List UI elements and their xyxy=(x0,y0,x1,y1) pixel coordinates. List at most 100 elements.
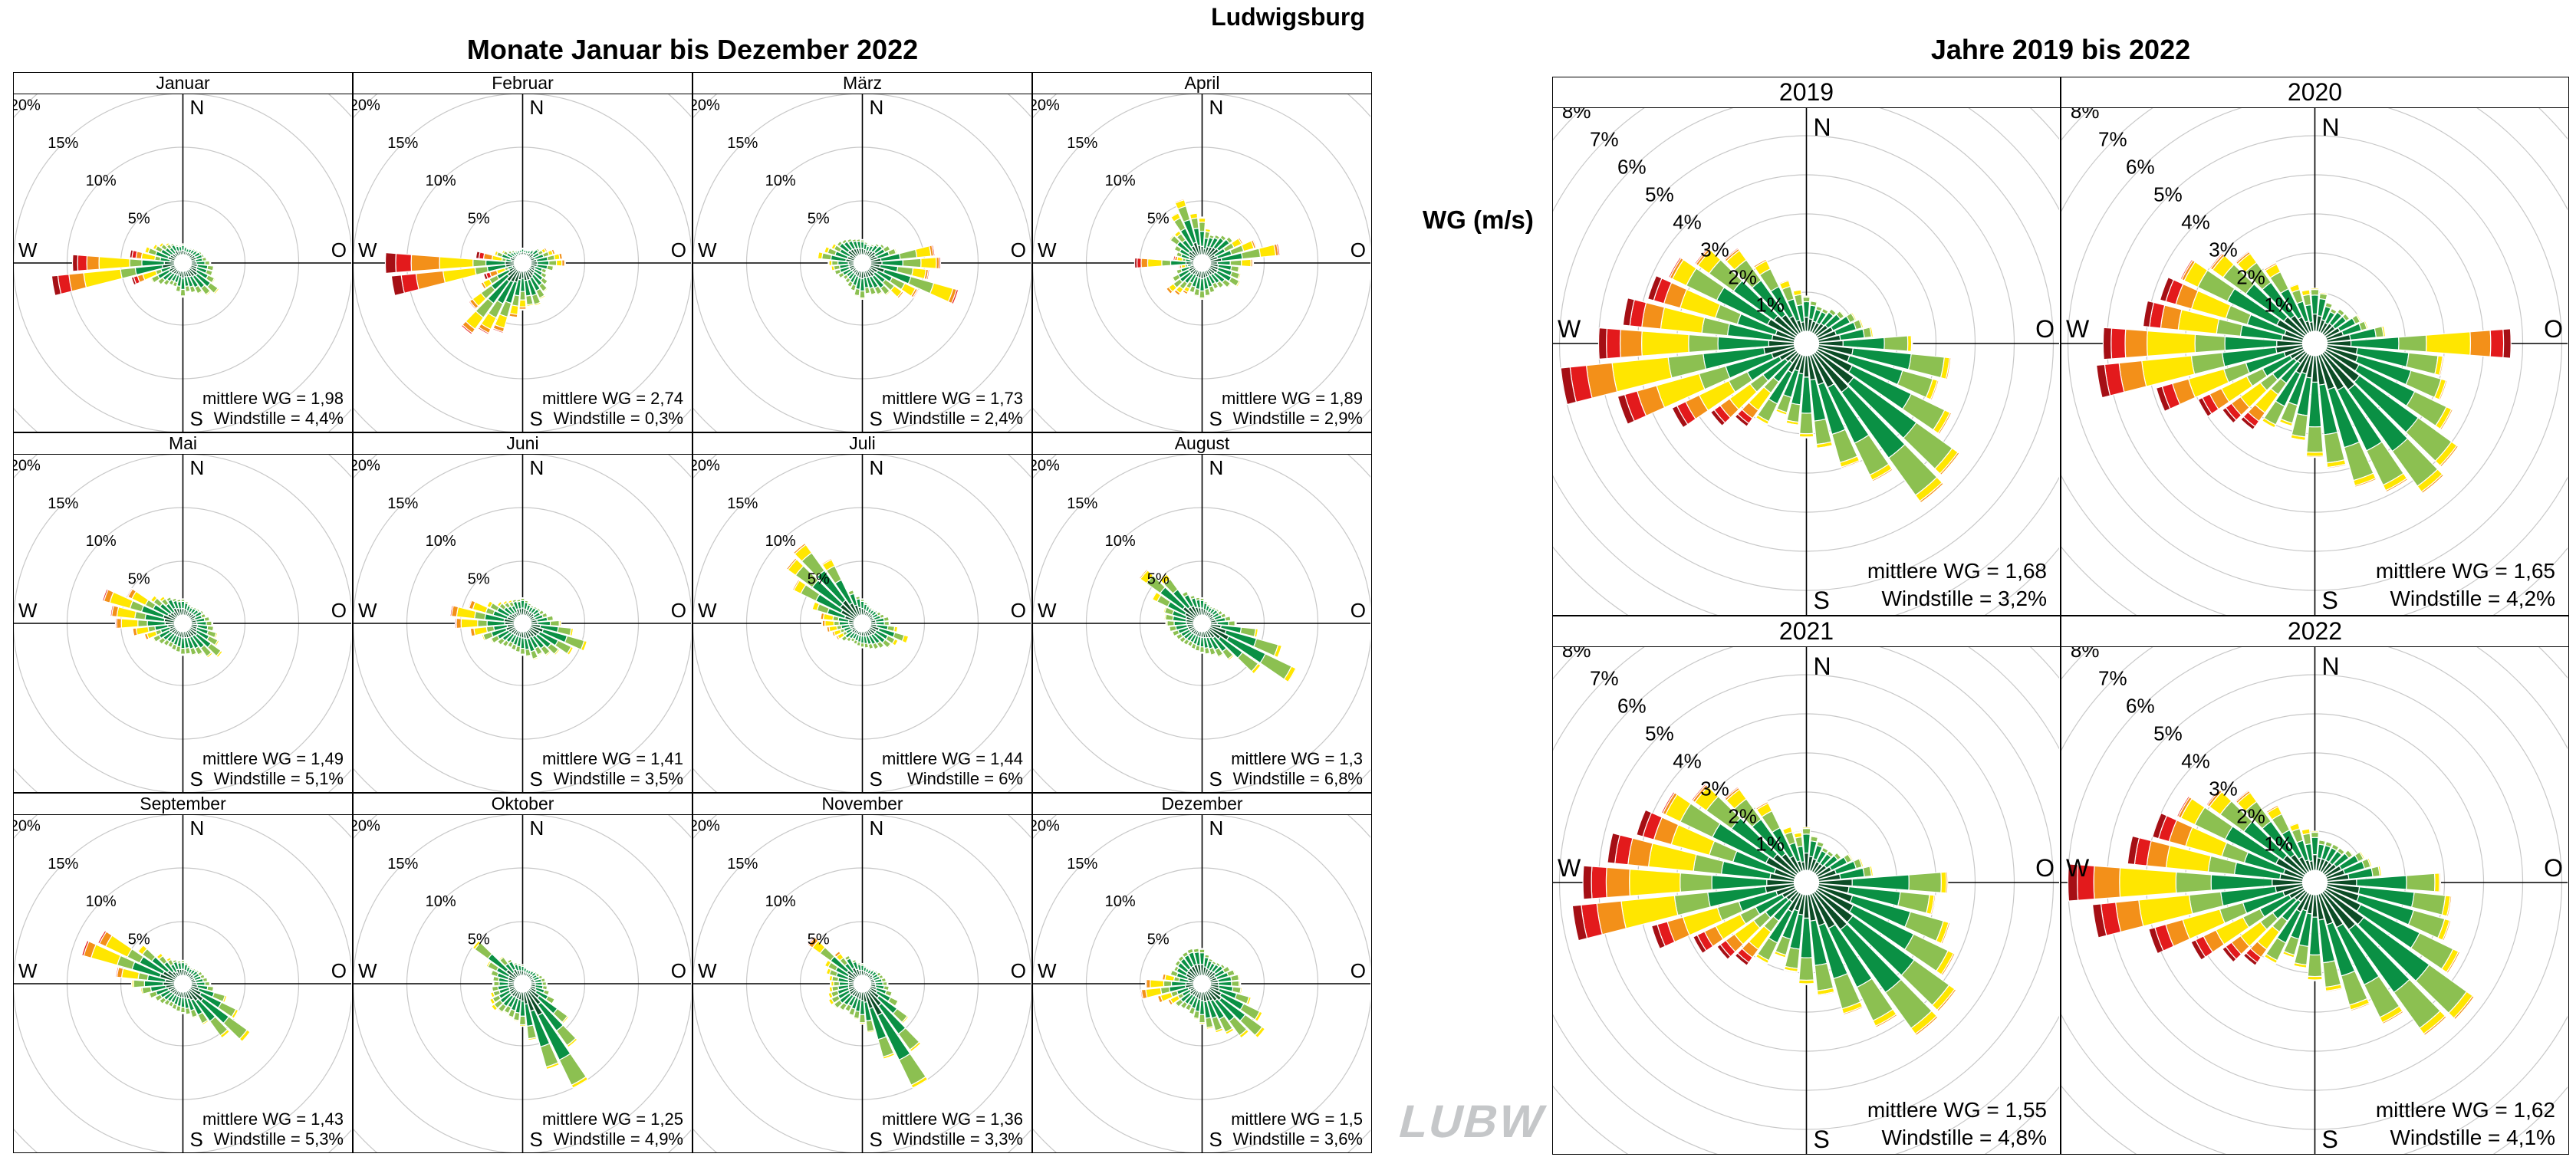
windrose-petal-segment xyxy=(2446,951,2461,974)
windrose-petal-segment xyxy=(1199,298,1206,301)
windrose-petal-segment xyxy=(233,1010,240,1020)
windrose-petal-segment xyxy=(1194,650,1200,653)
windrose-petal-segment xyxy=(1288,668,1298,683)
windrose-petal-segment xyxy=(97,930,107,945)
windrose-petal-segment xyxy=(439,256,474,270)
ring-label: 15% xyxy=(727,495,758,512)
windrose-petal-segment xyxy=(857,961,861,965)
windrose-petal-segment xyxy=(1203,600,1209,603)
windrose-petal-segment xyxy=(819,612,822,620)
ring-label: 10% xyxy=(1105,893,1136,910)
windrose-petal-segment xyxy=(2331,307,2338,312)
ring-label: 7% xyxy=(2098,127,2127,150)
windrose-petal-segment xyxy=(2209,252,2224,269)
windrose-petal-segment xyxy=(852,643,857,646)
windrose-petal-segment xyxy=(520,597,525,599)
windrose-petal-segment xyxy=(156,281,161,286)
windrose-petal-segment xyxy=(1778,278,1789,284)
windrose-petal-segment xyxy=(876,242,880,247)
windrose-petal-segment xyxy=(1158,572,1167,580)
calm-share-stat: Windstille = 0,3% xyxy=(554,409,683,428)
windrose-petal-segment xyxy=(198,652,204,657)
windrose-petal-segment xyxy=(523,248,527,251)
ring-label: 5% xyxy=(808,571,830,588)
windrose-petal-segment xyxy=(825,626,828,633)
windrose-petal-segment xyxy=(1801,827,1811,835)
windrose-petal-segment xyxy=(203,973,206,978)
windrose-petal-segment xyxy=(191,291,197,294)
windrose-petal-segment xyxy=(1773,953,1786,959)
windrose-petal-segment xyxy=(1172,255,1175,261)
windrose-petal-segment xyxy=(1802,295,1811,298)
ring-label: 5% xyxy=(2153,721,2183,744)
windrose-petal-segment xyxy=(2327,463,2347,469)
windrose-petal-segment xyxy=(851,958,857,961)
ring-label: 15% xyxy=(387,856,418,873)
calm-share-stat: Windstille = 6% xyxy=(907,769,1023,788)
ring-label: 1% xyxy=(1755,833,1785,856)
windrose-petal-segment xyxy=(110,604,114,617)
mean-windspeed-stat: mittlere WG = 1,62 xyxy=(2376,1098,2555,1122)
windrose-petal-segment xyxy=(1193,1017,1199,1021)
windrose-petal-segment xyxy=(1622,297,1635,327)
windrose-petal-segment xyxy=(1228,620,1236,626)
windrose-petal-segment xyxy=(1166,999,1172,1006)
windrose-petal-segment xyxy=(489,992,492,998)
windrose-petal-segment xyxy=(209,616,212,622)
windrose-petal-segment xyxy=(1560,366,1577,406)
panel-title: 2021 xyxy=(1553,616,2060,647)
windrose-petal-segment xyxy=(1205,295,1212,297)
windrose-petal-segment xyxy=(2381,1010,2404,1025)
windrose-petal-segment xyxy=(1785,422,1799,426)
ring-label: 6% xyxy=(1617,694,1647,717)
windrose-petal-segment xyxy=(1650,924,1666,949)
windrose-petal-segment xyxy=(147,993,151,1000)
axis-label: S xyxy=(1814,1126,1830,1153)
windrose-petal-segment xyxy=(910,1076,929,1089)
windrose-petal-segment xyxy=(518,1025,527,1027)
axis-label: N xyxy=(190,456,205,479)
windrose-petal-segment xyxy=(2306,426,2324,453)
windrose-petal-segment xyxy=(860,962,865,965)
windrose-petal-segment xyxy=(846,285,851,289)
axis-label: W xyxy=(698,238,717,261)
ring-label: 20% xyxy=(354,97,380,113)
windrose-petal-segment xyxy=(460,324,473,335)
windrose-petal-segment xyxy=(1919,482,1944,504)
calm-share-stat: Windstille = 3,2% xyxy=(1881,587,2047,610)
windrose-petal-segment xyxy=(515,651,521,654)
windrose-petal-segment xyxy=(86,255,100,271)
windrose-petal-segment xyxy=(196,968,200,973)
windrose-petal-segment xyxy=(2339,307,2346,314)
ring-label: 3% xyxy=(2209,777,2238,800)
panel-title: Oktober xyxy=(354,794,692,815)
windrose-petal-segment xyxy=(879,971,883,975)
windrose-petal-segment xyxy=(555,259,563,267)
mean-windspeed-stat: mittlere WG = 1,73 xyxy=(882,389,1023,408)
axis-label: O xyxy=(1351,599,1366,622)
windrose-petal-segment xyxy=(874,647,880,651)
windrose-petal-segment xyxy=(166,646,172,649)
windrose-petal-segment xyxy=(212,278,216,284)
windrose-petal-segment xyxy=(150,278,154,284)
windrose-petal-segment xyxy=(827,993,831,1000)
calm-share-stat: Windstille = 5,3% xyxy=(214,1129,344,1149)
windrose-petal-segment xyxy=(1193,295,1199,297)
windrose-petal-segment xyxy=(2261,420,2275,429)
windrose-petal-segment xyxy=(1161,259,1172,267)
windrose-petal-segment xyxy=(1199,948,1206,954)
windrose-petal-segment xyxy=(1940,952,1956,976)
windrose-petal-segment xyxy=(1858,857,1864,868)
windrose-petal-segment xyxy=(2148,927,2164,955)
windrose-petal-segment xyxy=(859,290,866,299)
windrose-petal-segment xyxy=(2235,789,2250,803)
windrose-petal-segment xyxy=(185,291,191,294)
ring-label: 2% xyxy=(2236,805,2265,828)
windrose-petal-segment xyxy=(2319,291,2328,296)
panel-title: April xyxy=(1033,73,1371,94)
windrose-petal-segment xyxy=(518,248,522,251)
